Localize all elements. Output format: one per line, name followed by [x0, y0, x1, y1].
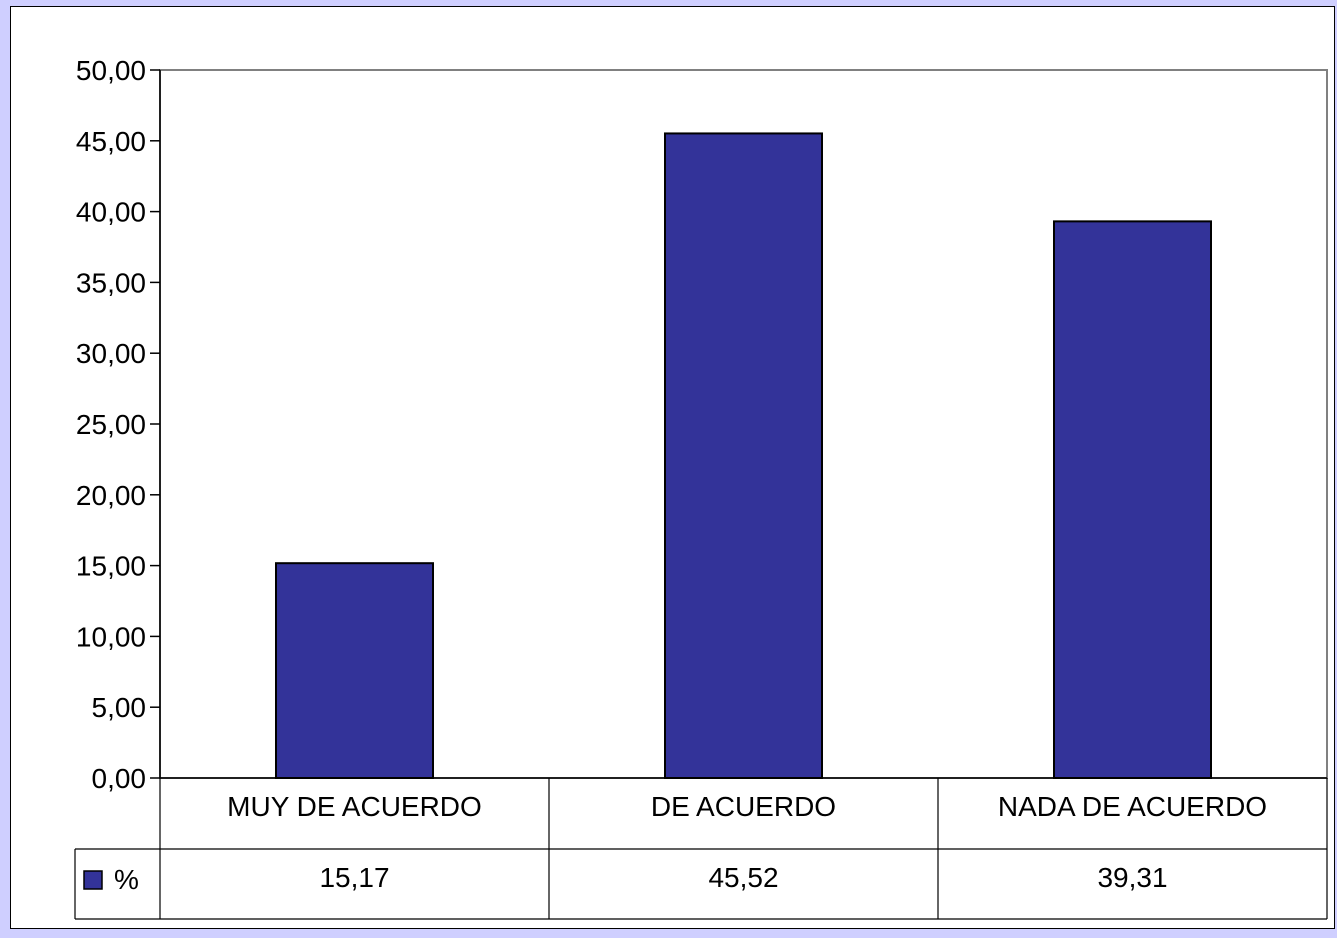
data-table: MUY DE ACUERDO 15,17 DE ACUERDO 45,52 NADA D…: [74, 778, 1328, 920]
y-tick-label: 40,00: [76, 197, 146, 228]
category-label: NADA DE ACUERDO: [998, 791, 1267, 822]
y-tick-label: 25,00: [76, 409, 146, 440]
value-label: 45,52: [708, 862, 778, 893]
category-label: MUY DE ACUERDO: [227, 791, 482, 822]
value-label: 15,17: [319, 862, 389, 893]
y-tick-label: 0,00: [92, 763, 147, 794]
legend-label: %: [114, 864, 139, 895]
chart-frame: 0,00 5,00 10,00 15,00 20,00 25,00 30,00 35,00 40…: [10, 6, 1335, 929]
bars: [275, 132, 1212, 780]
legend-key: [83, 870, 103, 890]
bar: [1053, 220, 1212, 779]
y-tick-label: 45,00: [76, 126, 146, 157]
y-tick-label: 35,00: [76, 267, 146, 298]
y-axis: 0,00 5,00 10,00 15,00 20,00 25,00 30,00 35,00 40…: [76, 55, 161, 794]
y-tick-label: 20,00: [76, 480, 146, 511]
y-tick-label: 30,00: [76, 338, 146, 369]
bar-chart: 0,00 5,00 10,00 15,00 20,00 25,00 30,00 35,00 40…: [74, 55, 1328, 920]
y-tick-label: 50,00: [76, 55, 146, 86]
y-tick-label: 5,00: [92, 692, 147, 723]
value-label: 39,31: [1097, 862, 1167, 893]
y-tick-label: 15,00: [76, 551, 146, 582]
y-tick-label: 10,00: [76, 621, 146, 652]
bar: [275, 562, 434, 780]
category-label: DE ACUERDO: [651, 791, 836, 822]
bar: [664, 132, 823, 779]
